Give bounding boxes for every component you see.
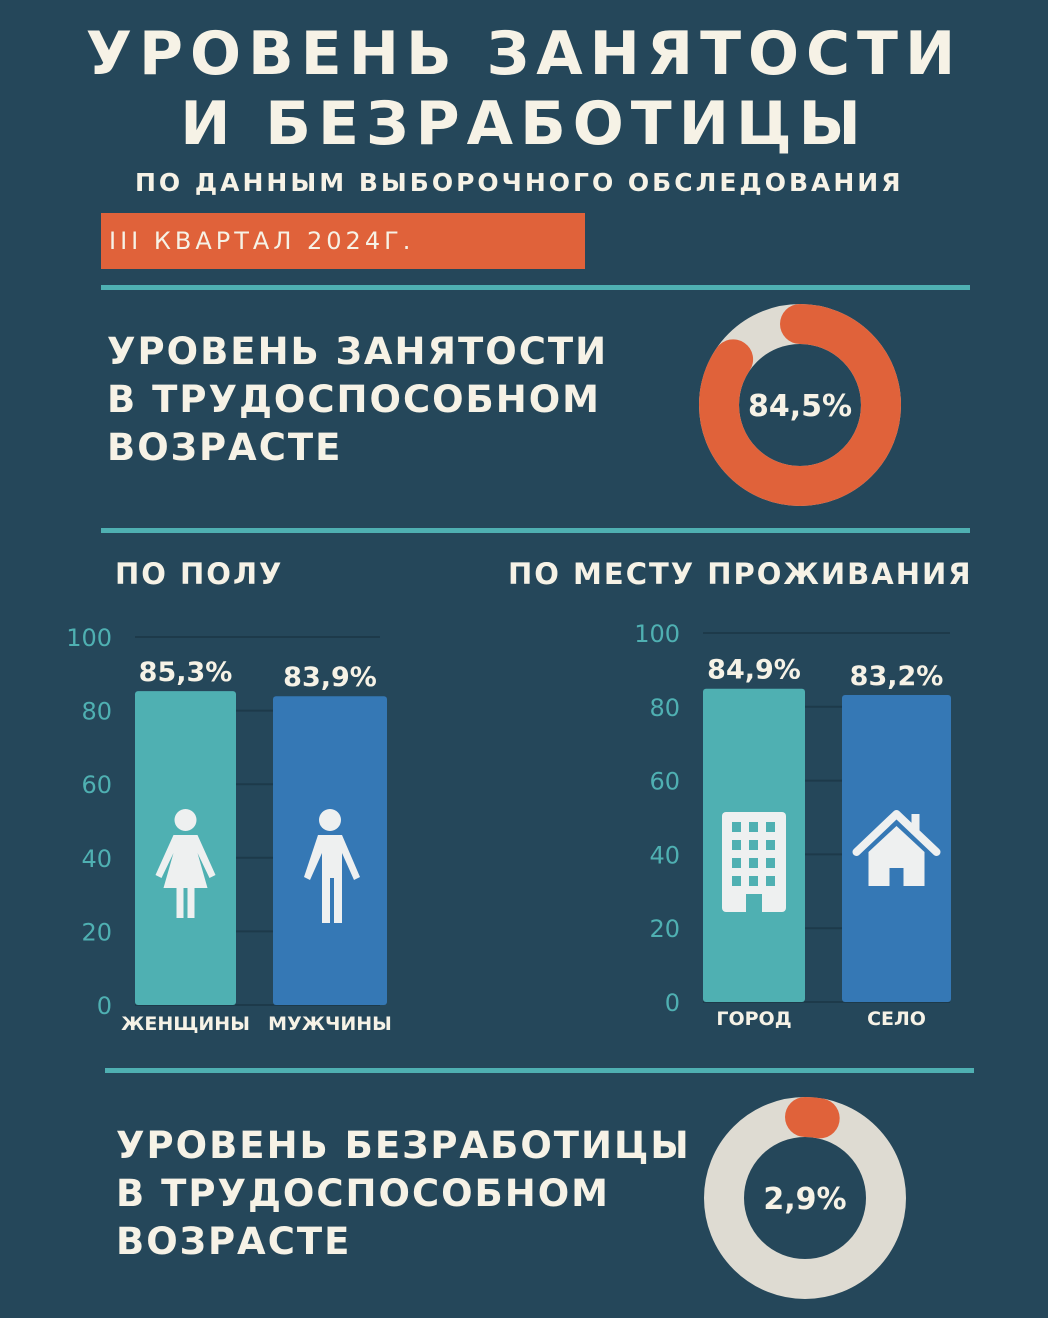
divider: [105, 1068, 974, 1073]
data-label: 83,9%: [283, 662, 377, 693]
by-residence-bar-chart: 0 20 40 60 80 100 84,9% ГОРОД 83,2% СЕЛО: [634, 620, 951, 1030]
data-label: 85,3%: [139, 657, 233, 688]
y-tick-label: 100: [66, 624, 112, 652]
title-line-1: УРОВЕНЬ ЗАНЯТОСТИ: [85, 19, 963, 89]
employment-heading: УРОВЕНЬ ЗАНЯТОСТИ В ТРУДОСПОСОБНОМ ВОЗРА…: [107, 328, 608, 472]
y-tick-label: 20: [81, 918, 112, 946]
divider: [101, 528, 970, 533]
house-icon: [852, 810, 941, 886]
heading-line: В ТРУДОСПОСОБНОМ: [107, 378, 601, 421]
heading-line: ВОЗРАСТЕ: [107, 426, 343, 469]
by-sex-title: ПО ПОЛУ: [115, 557, 284, 591]
category-label: ГОРОД: [716, 1008, 791, 1030]
donut-value-label: 84,5%: [748, 389, 852, 424]
heading-line: В ТРУДОСПОСОБНОМ: [116, 1172, 610, 1215]
period-banner: III КВАРТАЛ 2024Г.: [101, 213, 585, 269]
employment-donut-chart: 84,5%: [699, 304, 901, 506]
heading-line: УРОВЕНЬ ЗАНЯТОСТИ: [107, 330, 609, 373]
woman-icon: [155, 809, 216, 918]
heading-line: УРОВЕНЬ БЕЗРАБОТИЦЫ: [116, 1124, 691, 1167]
donut-value-arc: [704, 1097, 906, 1299]
man-icon: [304, 809, 360, 923]
y-tick-label: 0: [97, 992, 112, 1020]
y-tick-label: 80: [81, 698, 112, 726]
y-tick-label: 20: [649, 915, 680, 943]
y-tick-label: 60: [649, 768, 680, 796]
y-tick-label: 60: [81, 771, 112, 799]
y-tick-label: 100: [634, 620, 680, 648]
category-label: МУЖЧИНЫ: [268, 1013, 392, 1035]
y-tick-label: 40: [649, 841, 680, 869]
unemployment-donut-chart: 2,9%: [704, 1097, 906, 1299]
by-sex-bar-chart: 0 20 40 60 80 100 85,3% ЖЕНЩИНЫ 83,9% МУЖЧИНЫ: [66, 624, 392, 1035]
building-icon: [722, 812, 786, 912]
heading-line: ВОЗРАСТЕ: [116, 1220, 352, 1263]
y-tick-label: 80: [649, 694, 680, 722]
by-residence-title: ПО МЕСТУ ПРОЖИВАНИЯ: [508, 557, 973, 591]
y-tick-label: 0: [665, 989, 680, 1017]
data-label: 83,2%: [850, 661, 944, 692]
category-label: ЖЕНЩИНЫ: [121, 1013, 250, 1035]
divider: [101, 285, 970, 290]
title-line-2: И БЕЗРАБОТИЦЫ: [180, 89, 868, 159]
data-label: 84,9%: [707, 655, 801, 686]
category-label: СЕЛО: [867, 1008, 926, 1030]
donut-value-arc: [699, 304, 901, 506]
y-tick-label: 40: [81, 845, 112, 873]
donut-value-label: 2,9%: [763, 1182, 846, 1217]
period-label: III КВАРТАЛ 2024Г.: [109, 227, 415, 255]
unemployment-heading: УРОВЕНЬ БЕЗРАБОТИЦЫ В ТРУДОСПОСОБНОМ ВОЗ…: [116, 1122, 691, 1266]
subtitle: ПО ДАННЫМ ВЫБОРОЧНОГО ОБСЛЕДОВАНИЯ: [135, 168, 904, 197]
